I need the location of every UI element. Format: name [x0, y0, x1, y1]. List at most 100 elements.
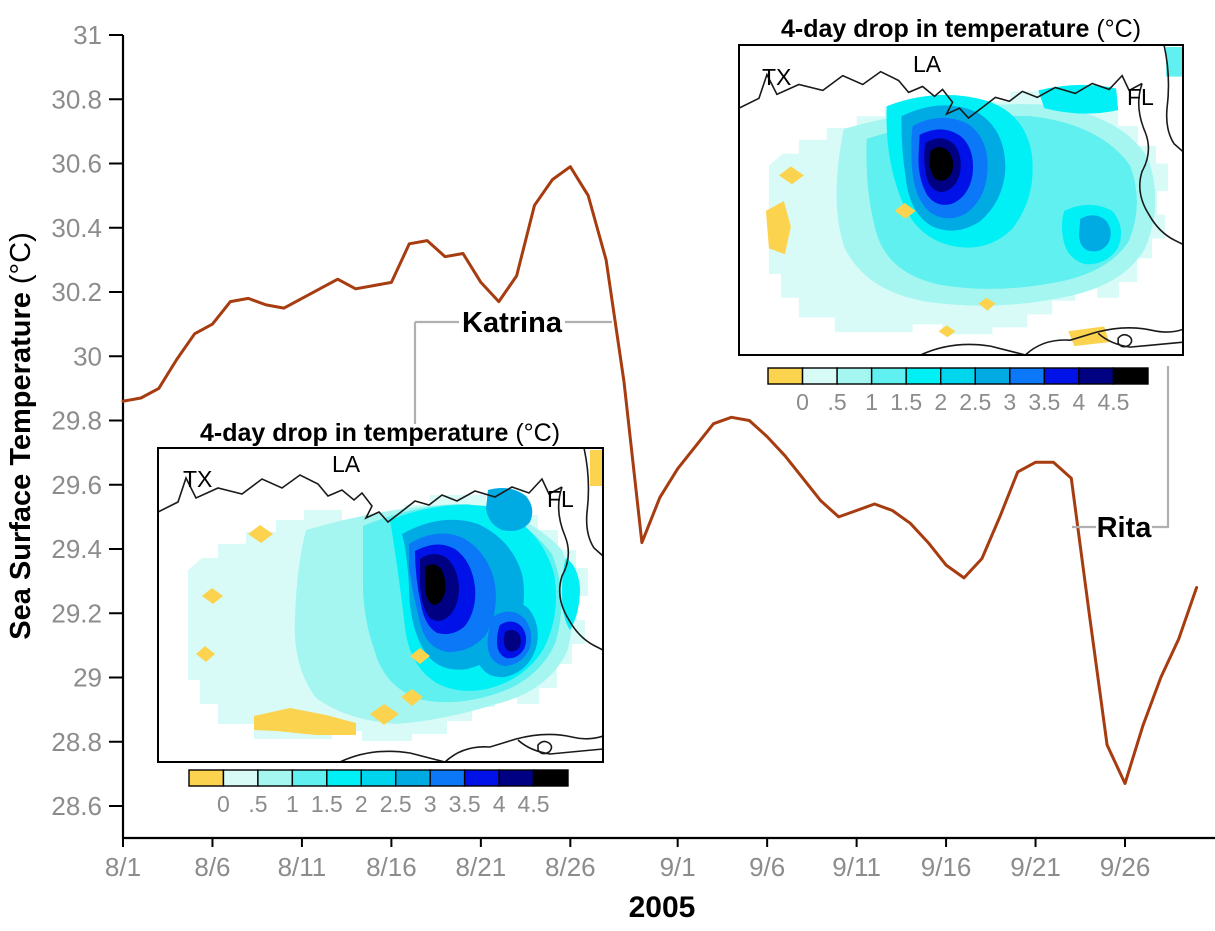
colorbar-cell	[498, 769, 535, 787]
colorbar-cell	[188, 769, 225, 787]
coastline	[583, 448, 603, 557]
annotation-connector	[413, 320, 612, 424]
colorbar-tick-label: 1	[286, 791, 299, 817]
colorbar-cell	[1043, 367, 1080, 385]
colorbar-tick-label: 2.5	[959, 389, 991, 415]
colorbar-cell	[905, 367, 942, 385]
map-contour-fill	[778, 166, 804, 185]
x-axis-title: 2005	[629, 891, 696, 924]
region-label-fl: FL	[1127, 84, 1154, 110]
x-tick-label: 8/11	[278, 852, 327, 882]
colorbar-cell	[1112, 367, 1149, 385]
inset-map	[158, 448, 603, 762]
map-contour-fill	[370, 704, 399, 725]
inset-title: 4-day drop in temperature (°C)	[781, 15, 1141, 43]
colorbar-tick-label: 1.5	[890, 389, 922, 415]
x-axis: 8/1 8/6 8/11 8/16 8/21 8/26 9/1 9/6 9/11 9/16 9/21…	[105, 838, 1150, 882]
rita-inset: 4-day drop in temperature (°C) TX LA FL 0 .5 1…	[738, 15, 1184, 415]
coastline	[920, 343, 1026, 355]
sst-line	[121, 165, 1199, 785]
colorbar-cell	[974, 367, 1011, 385]
y-tick-label: 31	[73, 20, 102, 50]
map-contour-fill	[254, 708, 356, 735]
map-contour-fill	[401, 689, 423, 706]
y-tick-label: 29	[73, 663, 102, 693]
y-tick-label: 30.6	[51, 149, 102, 179]
colorbar-cell	[326, 769, 362, 787]
colorbar-tick-label: 1.5	[311, 791, 343, 817]
inset-map	[739, 45, 1183, 355]
colorbar-cell	[532, 769, 569, 787]
coastline	[517, 739, 603, 755]
colorbar-cell	[360, 769, 397, 787]
inset-border	[738, 44, 1184, 356]
y-tick-label: 29.6	[51, 470, 102, 500]
colorbar-tick-label: 3	[424, 791, 437, 817]
colorbar-cell	[429, 769, 466, 787]
annotation-label: Katrina	[462, 307, 563, 339]
inset-border	[157, 447, 604, 763]
annotation-connector	[1072, 366, 1170, 529]
map-contour-fill	[765, 200, 791, 255]
region-label-tx: TX	[762, 64, 791, 90]
coastline	[158, 474, 563, 524]
y-tick-label: 28.6	[51, 791, 102, 821]
map-contour-fill	[486, 488, 533, 531]
y-tick-label: 30	[73, 341, 102, 371]
coastline	[1097, 332, 1183, 348]
x-tick-label: 8/16	[366, 852, 417, 882]
y-tick-label: 29.2	[51, 598, 102, 628]
region-label-la: LA	[913, 51, 942, 77]
y-axis-title: Sea Surface Temperature (°C)	[5, 232, 37, 640]
colorbar-cell	[463, 769, 500, 787]
katrina-inset: 4-day drop in temperature (°C) TX LA FL 0 .5 1…	[157, 419, 604, 817]
colorbar-cell	[395, 769, 431, 787]
x-tick-label: 9/16	[921, 852, 972, 882]
y-tick-label: 28.8	[51, 727, 102, 757]
x-tick-label: 9/21	[1010, 852, 1061, 882]
region-label-fl: FL	[547, 486, 574, 512]
coastline	[1024, 327, 1183, 355]
region-label-la: LA	[332, 451, 361, 477]
colorbar-cell	[291, 769, 328, 787]
annotation-rita: Rita	[1072, 366, 1170, 544]
coastline	[537, 740, 553, 755]
region-label-tx: TX	[183, 466, 212, 492]
colorbar-tick-label: 0	[217, 791, 230, 817]
colorbar-cell	[940, 367, 976, 385]
x-tick-label: 9/6	[749, 852, 785, 882]
y-tick-label: 29.8	[51, 406, 102, 436]
y-tick-label: 30.8	[51, 84, 102, 114]
colorbar-cell	[836, 367, 873, 385]
map-contour-fill	[1166, 46, 1183, 77]
coastline	[1163, 45, 1183, 153]
annotation-label: Rita	[1097, 512, 1153, 544]
map-contour-fill	[978, 297, 996, 311]
map-contour-fill	[248, 525, 273, 543]
colorbar-tick-label: 4	[493, 791, 506, 817]
colorbar-cell	[222, 769, 259, 787]
map-contour-fill	[1038, 84, 1119, 114]
map-contour-fill	[590, 450, 602, 486]
colorbar-tick-label: 4.5	[518, 791, 550, 817]
colorbar: 0 .5 1 1.5 2 2.5 3 3.5 4 4.5	[188, 769, 569, 817]
x-tick-label: 8/26	[545, 852, 596, 882]
coastline	[339, 750, 446, 762]
colorbar-tick-label: .5	[248, 791, 267, 817]
map-contour-fill	[425, 564, 446, 605]
x-tick-label: 8/21	[456, 852, 507, 882]
colorbar-tick-label: 3.5	[1028, 389, 1060, 415]
axes: 28.628.82929.229.429.629.83030.230.430.6…	[5, 20, 1215, 924]
colorbar-tick-label: 3.5	[449, 791, 481, 817]
y-tick-label: 30.4	[51, 213, 102, 243]
x-tick-label: 9/26	[1100, 852, 1151, 882]
coastline	[1117, 333, 1133, 348]
coastline	[739, 70, 1143, 120]
map-contour-fill	[562, 558, 580, 630]
colorbar-tick-label: 3	[1003, 389, 1016, 415]
colorbar-tick-label: .5	[827, 389, 846, 415]
colorbar-tick-label: 0	[796, 389, 809, 415]
x-tick-label: 8/1	[105, 852, 141, 882]
